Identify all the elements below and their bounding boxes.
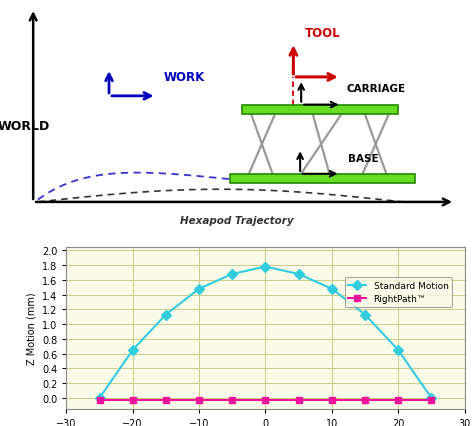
RightPath™ xyxy=(229,397,235,403)
Standard Motion xyxy=(428,395,434,400)
Standard Motion xyxy=(97,395,102,400)
Line: RightPath™: RightPath™ xyxy=(97,397,434,403)
Standard Motion xyxy=(329,286,335,291)
RightPath™ xyxy=(428,397,434,403)
Standard Motion xyxy=(130,348,136,353)
RightPath™ xyxy=(329,397,335,403)
Bar xyxy=(230,174,415,184)
RightPath™ xyxy=(163,397,169,403)
Text: Hexapod Trajectory: Hexapod Trajectory xyxy=(180,216,294,225)
Text: WORLD: WORLD xyxy=(0,120,50,133)
Text: TOOL: TOOL xyxy=(305,27,341,40)
Text: CARRIAGE: CARRIAGE xyxy=(346,84,405,94)
RightPath™ xyxy=(395,397,401,403)
Standard Motion xyxy=(263,265,268,270)
RightPath™ xyxy=(296,397,301,403)
Standard Motion xyxy=(196,286,202,291)
Bar xyxy=(242,105,398,115)
RightPath™ xyxy=(263,397,268,403)
RightPath™ xyxy=(97,397,102,403)
Line: Standard Motion: Standard Motion xyxy=(96,264,435,401)
Standard Motion xyxy=(362,312,368,317)
Standard Motion xyxy=(229,272,235,277)
Standard Motion xyxy=(395,348,401,353)
Y-axis label: Z Motion (mm): Z Motion (mm) xyxy=(27,292,36,364)
RightPath™ xyxy=(196,397,202,403)
Legend: Standard Motion, RightPath™: Standard Motion, RightPath™ xyxy=(345,278,452,307)
Standard Motion xyxy=(163,312,169,317)
Text: BASE: BASE xyxy=(347,153,378,163)
Text: WORK: WORK xyxy=(164,71,205,83)
RightPath™ xyxy=(362,397,368,403)
RightPath™ xyxy=(130,397,136,403)
Standard Motion xyxy=(296,272,301,277)
